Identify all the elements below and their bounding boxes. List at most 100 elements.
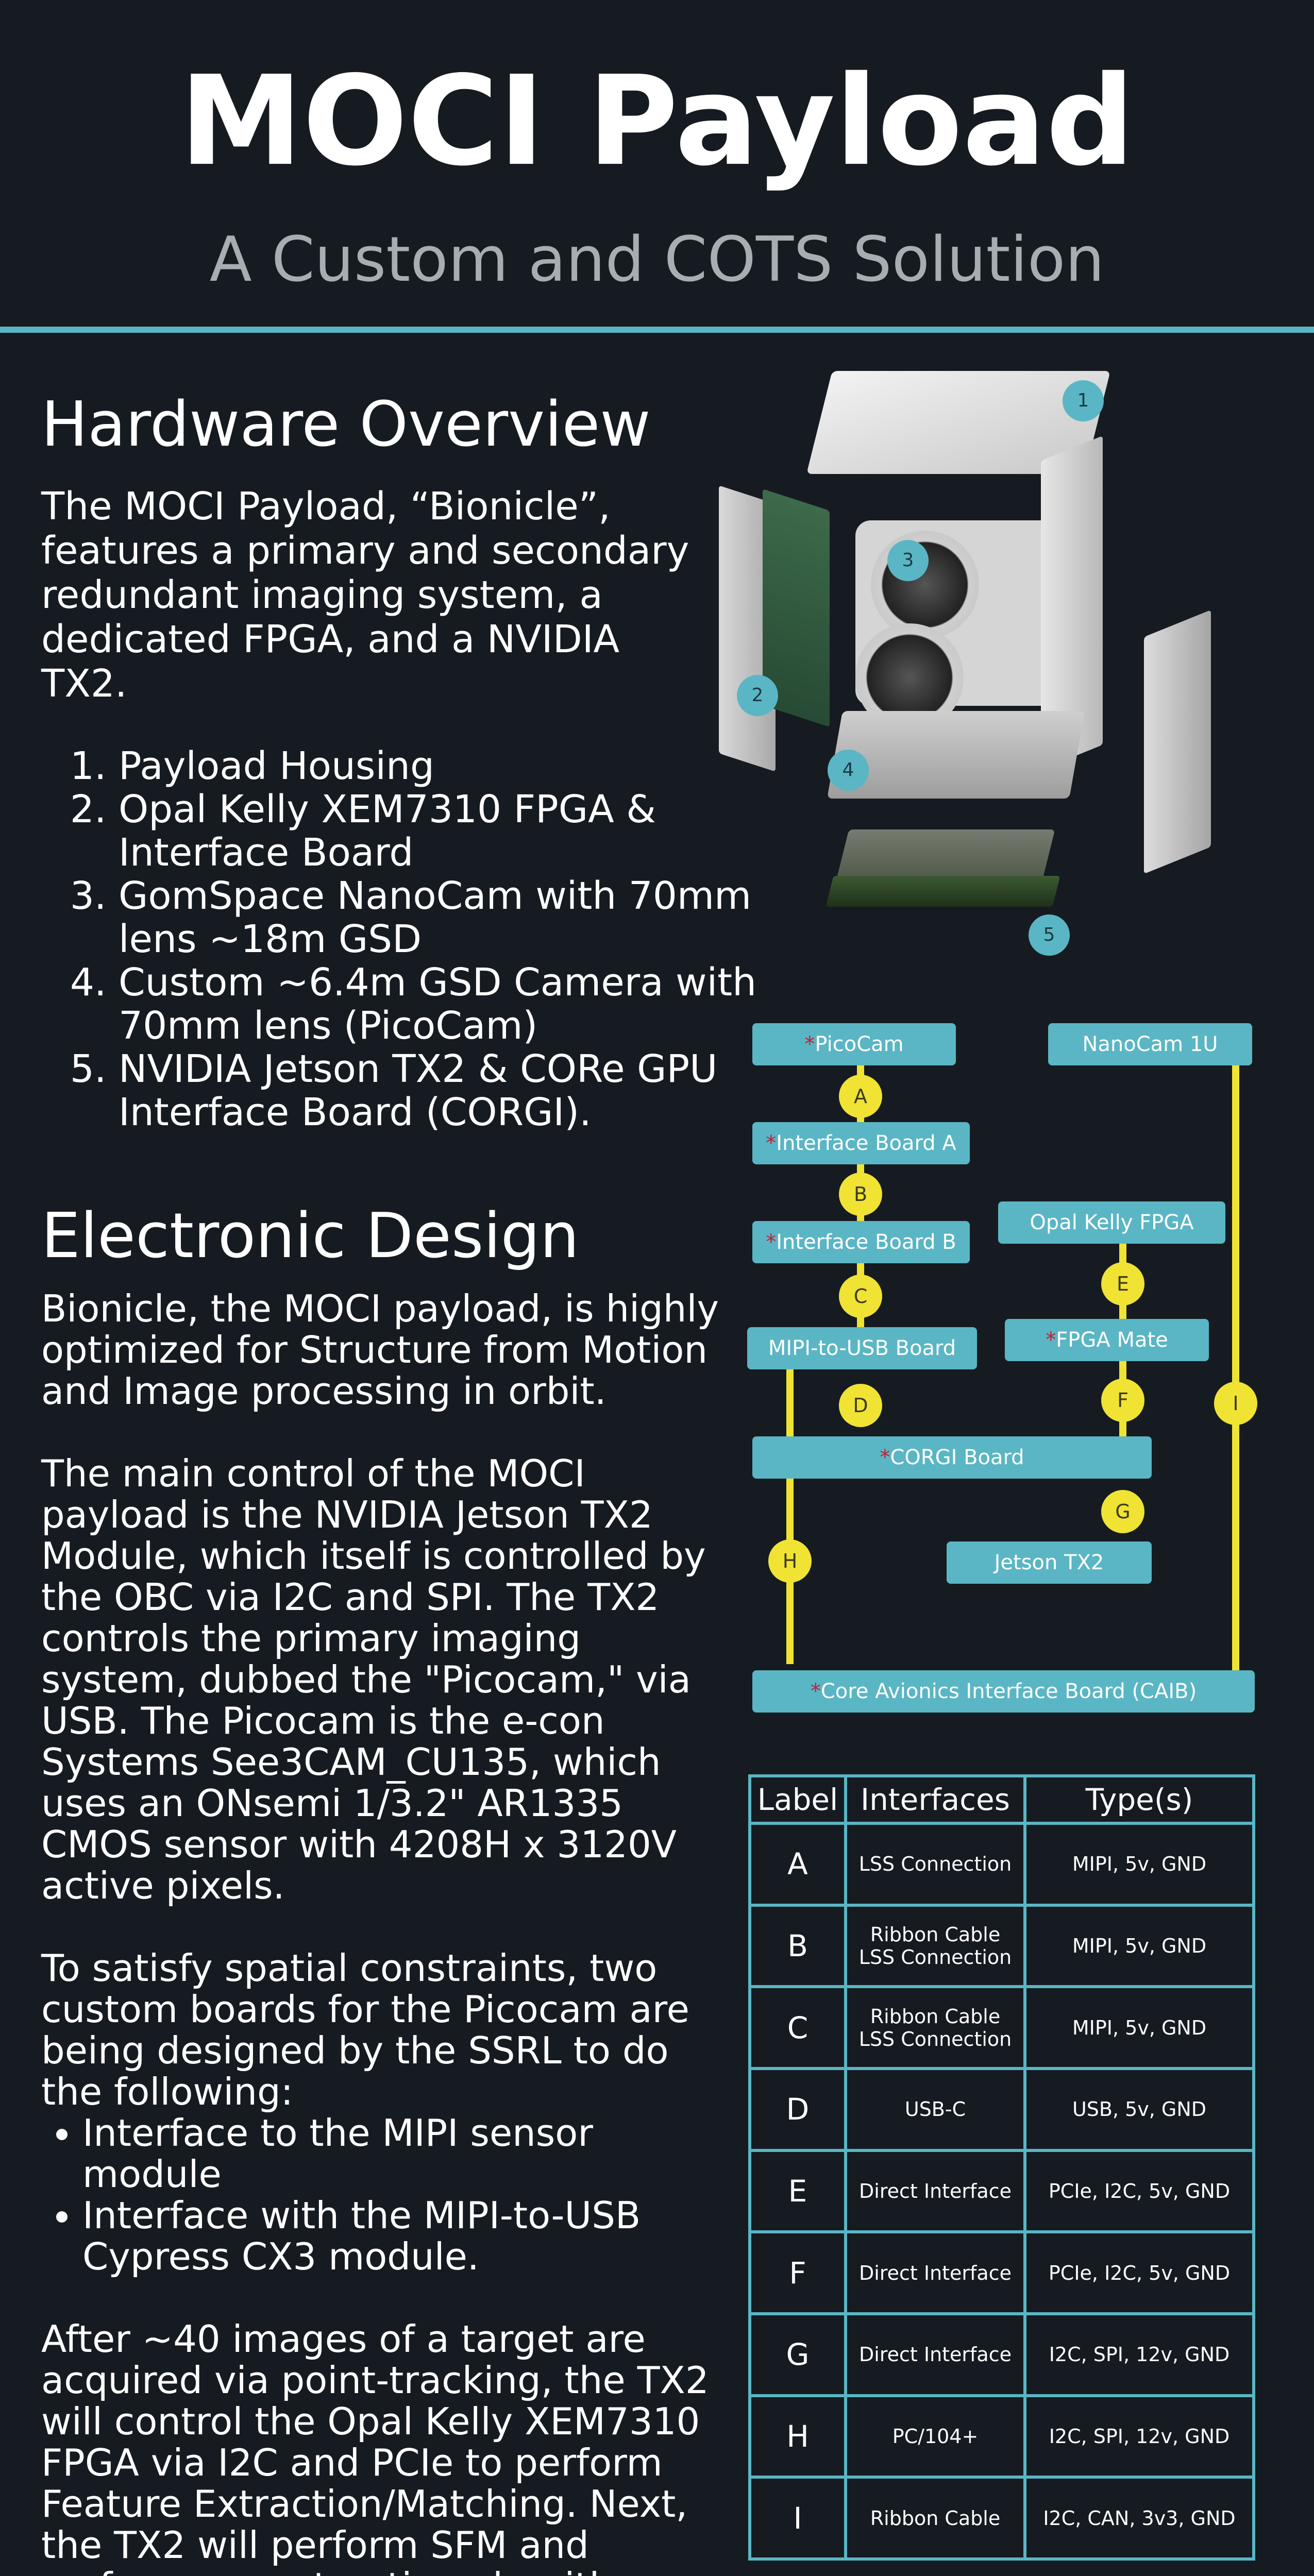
electronic-paragraph-1: Bionicle, the MOCI payload, is highly op…: [41, 1287, 719, 1413]
bottom-frame: [827, 711, 1085, 799]
cell-interfaces: Ribbon Cable LSS Connection: [844, 1985, 1026, 2070]
cell-label: C: [748, 1985, 847, 2070]
node-d: D: [839, 1384, 882, 1427]
block-label: FPGA Mate: [1056, 1328, 1168, 1352]
block-mipi-usb: MIPI-to-USB Board: [747, 1327, 977, 1369]
table-row: I Ribbon Cable I2C, CAN, 3v3, GND: [748, 2476, 1255, 2561]
column-header-label: Label: [748, 1774, 847, 1825]
cell-types: I2C, CAN, 3v3, GND: [1023, 2476, 1255, 2561]
block-opal-kelly: Opal Kelly FPGA: [998, 1201, 1225, 1244]
hardware-heading: Hardware Overview: [41, 389, 651, 461]
cell-types: MIPI, 5v, GND: [1023, 1985, 1255, 2070]
cell-interfaces: Direct Interface: [844, 2312, 1026, 2397]
callout-5: 5: [1029, 914, 1070, 956]
table-row: D USB-C USB, 5v, GND: [748, 2066, 1255, 2152]
block-diagram: *PicoCam NanoCam 1U *Interface Board A *…: [747, 1015, 1262, 1726]
custom-marker: *: [880, 1446, 890, 1469]
front-side-plate: [1144, 609, 1211, 874]
line-corgi-caib: [786, 1345, 794, 1664]
cell-types: PCIe, I2C, 5v, GND: [1023, 2148, 1255, 2234]
table-row: E Direct Interface PCIe, I2C, 5v, GND: [748, 2148, 1255, 2234]
cell-label: I: [748, 2476, 847, 2561]
callout-3: 3: [887, 540, 929, 581]
hardware-item: Payload Housing: [119, 744, 763, 788]
block-caib: *Core Avionics Interface Board (CAIB): [752, 1670, 1255, 1713]
electronic-bullet: Interface with the MIPI-to-USB Cypress C…: [82, 2195, 737, 2277]
cell-types: PCIe, I2C, 5v, GND: [1023, 2230, 1255, 2315]
electronic-bullet: Interface to the MIPI sensor module: [82, 2112, 737, 2195]
node-i: I: [1214, 1382, 1257, 1425]
column-header-types: Type(s): [1023, 1774, 1255, 1825]
block-fpga-mate: *FPGA Mate: [1005, 1319, 1209, 1361]
cell-label: B: [748, 1903, 847, 1989]
page-title: MOCI Payload: [179, 49, 1135, 193]
table-row: C Ribbon Cable LSS Connection MIPI, 5v, GN…: [748, 1985, 1255, 2070]
hardware-item: GomSpace NanoCam with 70mm lens ~18m GSD: [119, 874, 763, 961]
custom-marker: *: [1046, 1328, 1056, 1352]
interface-table: Label Interfaces Type(s) A LSS Connection…: [748, 1774, 1255, 2561]
block-label: NanoCam 1U: [1082, 1032, 1218, 1056]
node-b: B: [839, 1173, 882, 1216]
cell-types: USB, 5v, GND: [1023, 2066, 1255, 2152]
cell-interfaces: Ribbon Cable LSS Connection: [844, 1903, 1026, 1989]
table-row: B Ribbon Cable LSS Connection MIPI, 5v, GN…: [748, 1903, 1255, 1989]
electronic-paragraph-3: To satisfy spatial constraints, two cust…: [41, 1946, 689, 2113]
cell-interfaces: Direct Interface: [844, 2148, 1026, 2234]
block-label: Interface Board B: [776, 1230, 956, 1254]
hardware-item: Opal Kelly XEM7310 FPGA & Interface Boar…: [119, 788, 763, 874]
cell-label: F: [748, 2230, 847, 2315]
callout-1: 1: [1063, 380, 1104, 421]
block-picocam: *PicoCam: [752, 1023, 956, 1065]
electronic-paragraph-2: The main control of the MOCI payload is …: [41, 1452, 706, 1907]
block-interface-b: *Interface Board B: [752, 1221, 970, 1263]
cell-label: D: [748, 2066, 847, 2152]
column-header-interfaces: Interfaces: [844, 1774, 1026, 1825]
electronic-paragraph-4: After ~40 images of a target are acquire…: [41, 2317, 709, 2576]
custom-marker: *: [766, 1230, 777, 1254]
electronic-body: Bionicle, the MOCI payload, is highly op…: [41, 1288, 737, 2576]
node-f: F: [1101, 1379, 1144, 1422]
block-interface-a: *Interface Board A: [752, 1122, 970, 1164]
table-row: H PC/104+ I2C, SPI, 12v, GND: [748, 2394, 1255, 2479]
line-nanocam-caib: [1232, 1051, 1239, 1690]
cell-interfaces: LSS Connection: [844, 1822, 1026, 1907]
hardware-list: Payload Housing Opal Kelly XEM7310 FPGA …: [41, 744, 763, 1134]
cell-types: MIPI, 5v, GND: [1023, 1822, 1255, 1907]
block-label: Interface Board A: [776, 1131, 956, 1155]
table-row: A LSS Connection MIPI, 5v, GND: [748, 1822, 1255, 1907]
cell-label: E: [748, 2148, 847, 2234]
node-a: A: [839, 1075, 882, 1118]
cell-types: MIPI, 5v, GND: [1023, 1903, 1255, 1989]
hardware-item: NVIDIA Jetson TX2 & CORe GPU Interface B…: [119, 1047, 763, 1134]
block-nanocam: NanoCam 1U: [1048, 1023, 1252, 1065]
table-row: F Direct Interface PCIe, I2C, 5v, GND: [748, 2230, 1255, 2315]
node-e: E: [1101, 1262, 1144, 1306]
cell-types: I2C, SPI, 12v, GND: [1023, 2394, 1255, 2479]
block-label: Core Avionics Interface Board (CAIB): [820, 1680, 1197, 1703]
cell-interfaces: USB-C: [844, 2066, 1026, 2152]
cell-types: I2C, SPI, 12v, GND: [1023, 2312, 1255, 2397]
table-row: G Direct Interface I2C, SPI, 12v, GND: [748, 2312, 1255, 2397]
block-label: CORGI Board: [890, 1446, 1024, 1469]
node-h: H: [768, 1539, 812, 1583]
custom-marker: *: [804, 1032, 815, 1056]
node-c: C: [839, 1275, 882, 1318]
picocam-lens: [871, 531, 979, 639]
block-corgi: *CORGI Board: [752, 1436, 1152, 1479]
cell-interfaces: PC/104+: [844, 2394, 1026, 2479]
block-label: PicoCam: [815, 1032, 904, 1056]
custom-marker: *: [766, 1131, 777, 1155]
electronic-heading: Electronic Design: [41, 1200, 579, 1272]
exploded-view: 1 2 3 4 5: [701, 355, 1232, 969]
cell-interfaces: Ribbon Cable: [844, 2476, 1026, 2561]
corgi-board: [826, 876, 1060, 907]
block-label: MIPI-to-USB Board: [768, 1336, 956, 1360]
callout-2: 2: [737, 675, 778, 716]
block-label: Opal Kelly FPGA: [1030, 1211, 1194, 1234]
hardware-item: Custom ~6.4m GSD Camera with 70mm lens (…: [119, 961, 763, 1047]
block-jetson: Jetson TX2: [947, 1541, 1152, 1584]
table-header-row: Label Interfaces Type(s): [748, 1774, 1255, 1825]
hardware-intro: The MOCI Payload, “Bionicle”, features a…: [41, 484, 689, 706]
header-divider: [0, 327, 1314, 333]
cell-label: G: [748, 2312, 847, 2397]
